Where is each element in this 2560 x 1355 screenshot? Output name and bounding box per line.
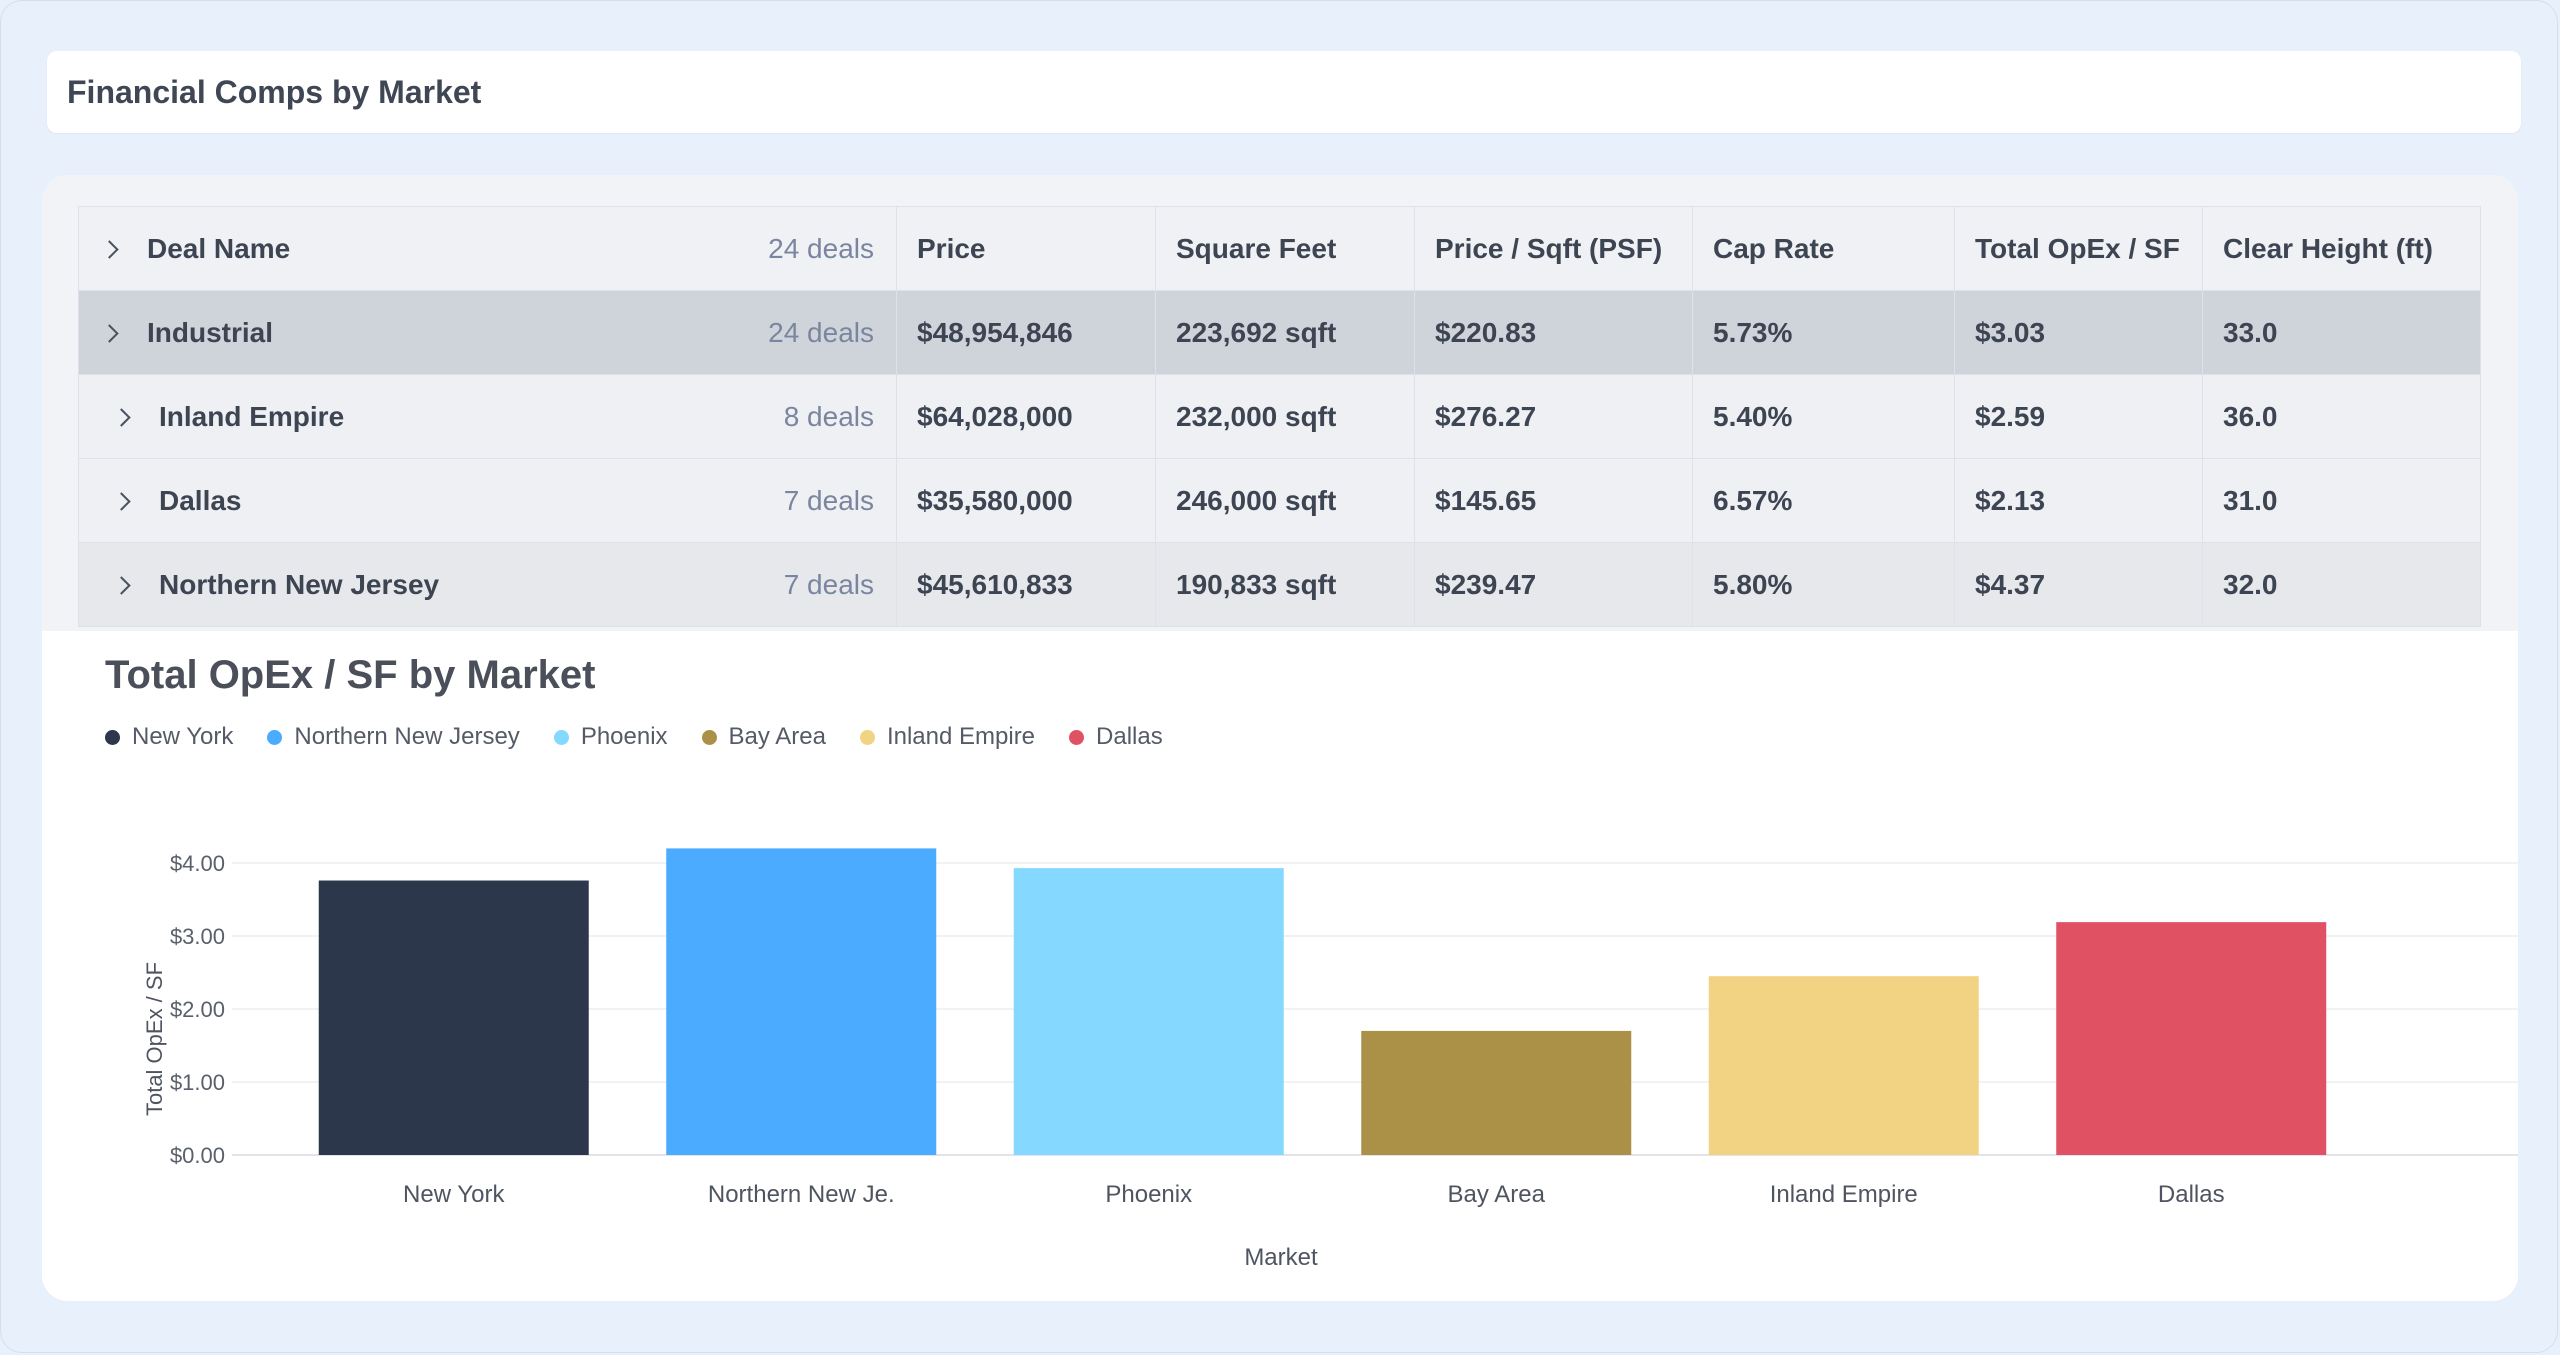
legend-item-northern-new-jersey[interactable]: Northern New Jersey (267, 723, 520, 751)
column-header-psf[interactable]: Price / Sqft (PSF) (1414, 206, 1693, 291)
page-header: Financial Comps by Market (47, 51, 2521, 133)
x-tick-label: New York (403, 1181, 505, 1208)
bar-phoenix[interactable] (1013, 868, 1284, 1155)
legend-swatch (1069, 729, 1085, 745)
opex-cell: $2.59 (1954, 374, 2203, 459)
legend-label: Bay Area (728, 723, 826, 750)
cap-rate-cell: 5.80% (1692, 542, 1955, 627)
column-header-deal-name[interactable]: Deal Name 24 deals (78, 206, 897, 291)
legend-swatch (701, 729, 717, 745)
x-tick-label: Phoenix (1105, 1181, 1192, 1208)
cap-rate-cell: 6.57% (1692, 458, 1955, 543)
legend-label: Phoenix (580, 723, 668, 750)
legend-swatch (859, 729, 875, 745)
table-row-industrial[interactable]: Industrial 24 deals $48,954,846 223,692 … (78, 290, 2481, 375)
chevron-right-icon[interactable] (112, 408, 131, 427)
price-cell: $45,610,833 (896, 542, 1156, 627)
chevron-right-icon[interactable] (112, 576, 131, 595)
bar-chart: $0.00 $1.00 $2.00 $3.00 $4.00 New York Norther… (142, 848, 2518, 1271)
x-tick-label: Northern New Je. (708, 1181, 895, 1208)
legend-label: Inland Empire (886, 723, 1036, 750)
bar-northern-new-je[interactable] (666, 848, 937, 1155)
report-card: Deal Name 24 deals Price Square Feet Pri… (42, 175, 2518, 1301)
column-header-clear-height[interactable]: Clear Height (ft) (2202, 206, 2481, 291)
comps-table: Deal Name 24 deals Price Square Feet Pri… (78, 206, 2481, 627)
opex-cell: $3.03 (1954, 290, 2203, 375)
table-row-dallas[interactable]: Dallas 7 deals $35,580,000 246,000 sqft … (78, 458, 2481, 543)
bar-inland-empire[interactable] (1708, 976, 1979, 1155)
column-header-price[interactable]: Price (896, 206, 1156, 291)
deal-count: 8 deals (783, 401, 874, 432)
x-axis-title: Market (1244, 1244, 1318, 1271)
chart-section: Total OpEx / SF by Market New York Northe… (42, 631, 2518, 1301)
psf-cell: $220.83 (1414, 290, 1693, 375)
table-section: Deal Name 24 deals Price Square Feet Pri… (42, 175, 2518, 631)
clear-height-cell: 33.0 (2202, 290, 2481, 375)
y-tick-label: $0.00 (170, 1143, 225, 1168)
deal-name-cell: Industrial 24 deals (78, 290, 897, 375)
chevron-right-icon[interactable] (100, 324, 119, 343)
table-row-inland-empire[interactable]: Inland Empire 8 deals $64,028,000 232,00… (78, 374, 2481, 459)
chevron-right-icon[interactable] (100, 240, 119, 259)
legend-swatch (267, 729, 283, 745)
deal-count: 24 deals (768, 317, 874, 348)
opex-cell: $4.37 (1954, 542, 2203, 627)
x-tick-label: Dallas (2158, 1181, 2225, 1208)
cap-rate-cell: 5.73% (1692, 290, 1955, 375)
psf-cell: $239.47 (1414, 542, 1693, 627)
column-header-opex[interactable]: Total OpEx / SF (1954, 206, 2203, 291)
y-axis-title: Total OpEx / SF (142, 962, 167, 1116)
price-cell: $64,028,000 (896, 374, 1156, 459)
table-header-row: Deal Name 24 deals Price Square Feet Pri… (78, 206, 2481, 291)
psf-cell: $276.27 (1414, 374, 1693, 459)
x-tick-label: Bay Area (1448, 1181, 1546, 1208)
chart-title: Total OpEx / SF by Market (105, 653, 596, 697)
deal-count: 7 deals (783, 569, 874, 600)
legend-item-phoenix[interactable]: Phoenix (553, 723, 668, 751)
opex-cell: $2.13 (1954, 458, 2203, 543)
column-header-cap-rate[interactable]: Cap Rate (1692, 206, 1955, 291)
clear-height-cell: 31.0 (2202, 458, 2481, 543)
psf-cell: $145.65 (1414, 458, 1693, 543)
y-tick-label: $1.00 (170, 1070, 225, 1095)
legend-item-inland-empire[interactable]: Inland Empire (859, 723, 1036, 751)
legend-label: Dallas (1096, 723, 1163, 750)
legend-item-dallas[interactable]: Dallas (1069, 723, 1163, 751)
table-row-northern-new-jersey[interactable]: Northern New Jersey 7 deals $45,610,833 … (78, 542, 2481, 627)
price-cell: $35,580,000 (896, 458, 1156, 543)
deal-count: 24 deals (768, 233, 874, 264)
legend-item-bay-area[interactable]: Bay Area (701, 723, 826, 751)
bar-new-york[interactable] (318, 880, 589, 1155)
deal-name-cell: Dallas 7 deals (78, 458, 897, 543)
clear-height-cell: 36.0 (2202, 374, 2481, 459)
cap-rate-cell: 5.40% (1692, 374, 1955, 459)
x-tick-label: Inland Empire (1770, 1181, 1918, 1208)
legend-label: New York (132, 723, 234, 750)
y-tick-label: $3.00 (170, 924, 225, 949)
sqft-cell: 223,692 sqft (1155, 290, 1415, 375)
legend-swatch (105, 729, 120, 745)
clear-height-cell: 32.0 (2202, 542, 2481, 627)
page-title: Financial Comps by Market (67, 74, 482, 110)
price-cell: $48,954,846 (896, 290, 1156, 375)
column-header-square-feet[interactable]: Square Feet (1155, 206, 1415, 291)
sqft-cell: 232,000 sqft (1155, 374, 1415, 459)
bar-bay-area[interactable] (1361, 1030, 1632, 1155)
legend-swatch (553, 729, 569, 745)
sqft-cell: 190,833 sqft (1155, 542, 1415, 627)
y-tick-label: $2.00 (170, 997, 225, 1022)
deal-count: 7 deals (783, 485, 874, 516)
sqft-cell: 246,000 sqft (1155, 458, 1415, 543)
deal-name-cell: Inland Empire 8 deals (78, 374, 897, 459)
y-tick-label: $4.00 (170, 851, 225, 876)
bar-dallas[interactable] (2056, 922, 2327, 1155)
deal-name-cell: Northern New Jersey 7 deals (78, 542, 897, 627)
legend-item-new-york[interactable]: New York (105, 723, 233, 751)
legend-label: Northern New Jersey (294, 723, 520, 750)
chart-legend: New York Northern New Jersey Phoenix Bay Ar… (105, 723, 1197, 751)
chevron-right-icon[interactable] (112, 492, 131, 511)
